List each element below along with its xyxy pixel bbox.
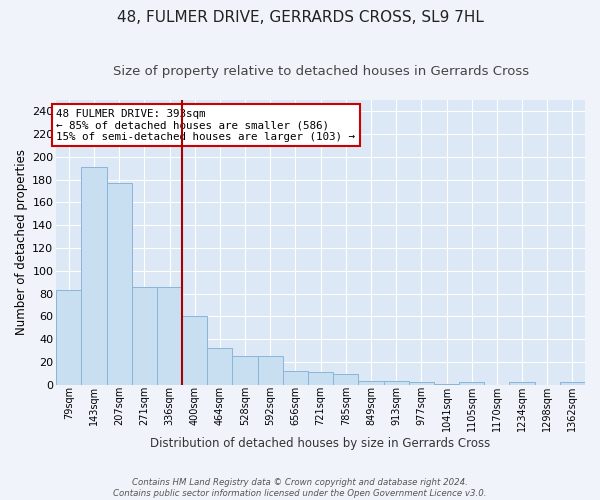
Title: Size of property relative to detached houses in Gerrards Cross: Size of property relative to detached ho… xyxy=(113,65,529,78)
Bar xyxy=(207,348,232,385)
Text: 48 FULMER DRIVE: 393sqm
← 85% of detached houses are smaller (586)
15% of semi-d: 48 FULMER DRIVE: 393sqm ← 85% of detache… xyxy=(56,108,355,142)
Bar xyxy=(509,382,535,384)
Bar xyxy=(459,382,484,384)
X-axis label: Distribution of detached houses by size in Gerrards Cross: Distribution of detached houses by size … xyxy=(151,437,491,450)
Bar xyxy=(182,316,207,384)
Y-axis label: Number of detached properties: Number of detached properties xyxy=(15,150,28,336)
Bar xyxy=(409,382,434,384)
Text: 48, FULMER DRIVE, GERRARDS CROSS, SL9 7HL: 48, FULMER DRIVE, GERRARDS CROSS, SL9 7H… xyxy=(116,10,484,25)
Bar xyxy=(257,356,283,384)
Bar xyxy=(308,372,333,384)
Bar xyxy=(157,287,182,384)
Bar xyxy=(107,183,132,384)
Bar xyxy=(560,382,585,384)
Bar xyxy=(132,287,157,384)
Bar xyxy=(283,371,308,384)
Bar xyxy=(333,374,358,384)
Text: Contains HM Land Registry data © Crown copyright and database right 2024.
Contai: Contains HM Land Registry data © Crown c… xyxy=(113,478,487,498)
Bar xyxy=(383,382,409,384)
Bar xyxy=(232,356,257,384)
Bar xyxy=(56,290,82,384)
Bar xyxy=(82,167,107,384)
Bar xyxy=(358,382,383,384)
